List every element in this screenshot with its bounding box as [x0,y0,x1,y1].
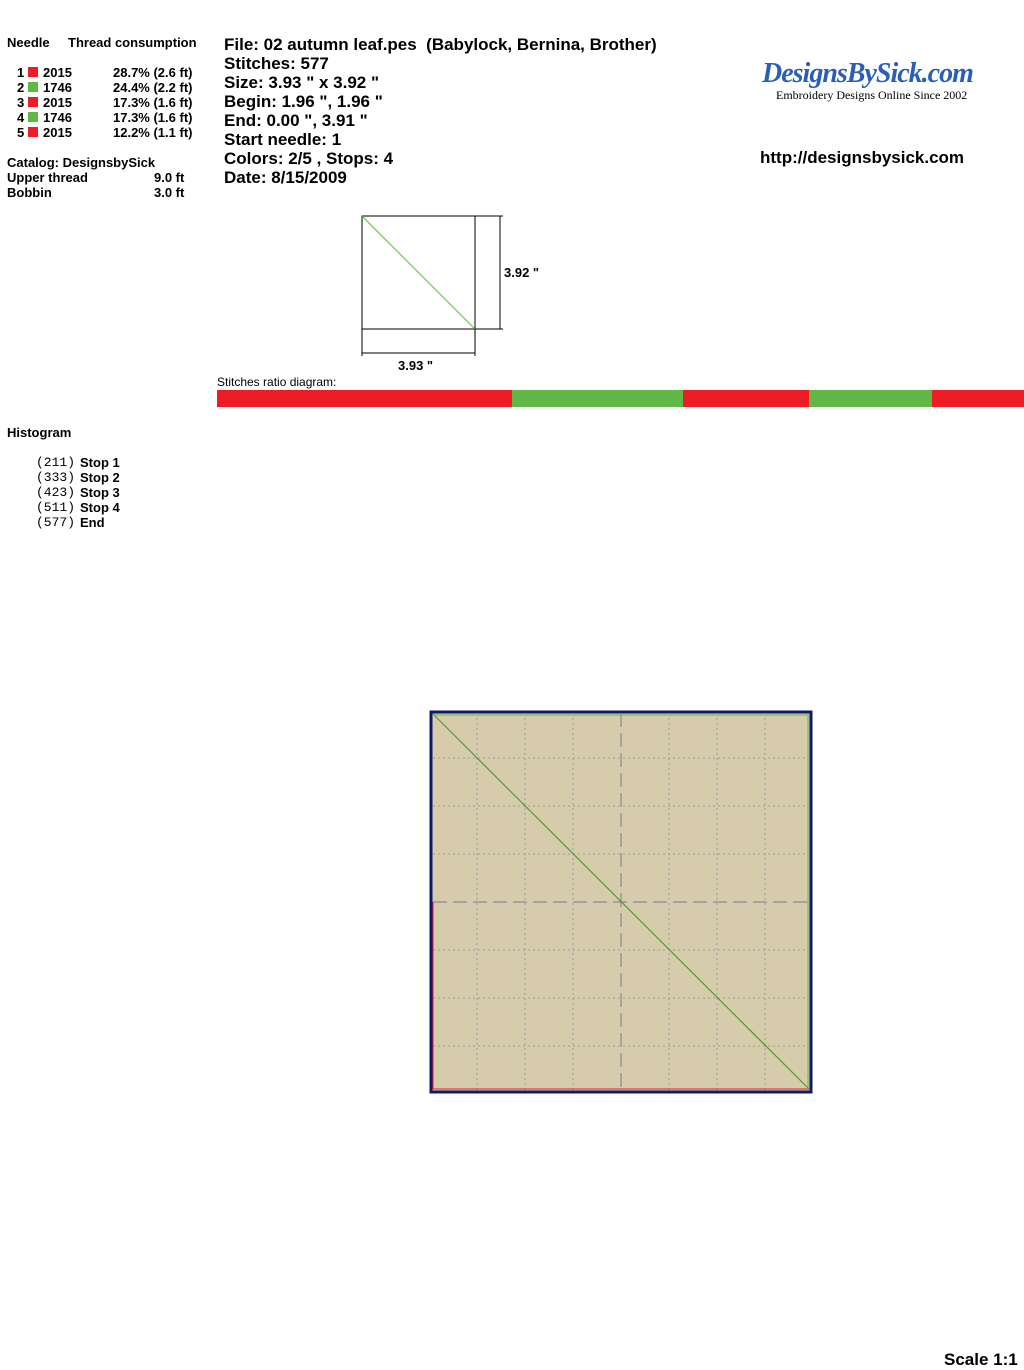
histogram-label: End [80,515,105,530]
histogram-count: (211) [36,455,76,470]
histogram-count: (511) [36,500,76,515]
color-swatch [28,127,38,137]
info-line: Stitches: 577 [224,54,329,73]
ratio-label: Stitches ratio diagram: [217,375,337,389]
total-label: Bobbin [7,185,52,200]
design-info: File: 02 autumn leaf.pes (Babylock, Bern… [224,35,657,187]
color-swatch [28,82,38,92]
thread-code: 2015 [43,65,72,80]
needle-number: 5 [17,125,25,140]
consumption-header: Thread consumption [68,35,197,50]
thread-code: 2015 [43,95,72,110]
scale: Scale 1:1 [944,1350,1018,1369]
ratio-segment [808,390,932,407]
needle-number: 2 [17,80,25,95]
histogram-count: (577) [36,515,76,530]
consumption: 28.7% (2.6 ft) [113,65,193,80]
url[interactable]: http://designsbysick.com [760,148,965,167]
ratio-segment [217,390,513,407]
info-line: Size: 3.93 " x 3.92 " [224,73,380,92]
info-line: End: 0.00 ", 3.91 " [224,111,368,130]
needle-header: Needle [7,35,50,50]
needle-number: 4 [17,110,25,125]
histogram-label: Stop 2 [80,470,120,485]
color-swatch [28,67,38,77]
info-line: Date: 8/15/2009 [224,168,347,187]
height-label: 3.92 " [504,265,540,280]
histogram-label: Stop 1 [80,455,120,470]
logo-tagline: Embroidery Designs Online Since 2002 [776,88,968,102]
thread-code: 2015 [43,125,72,140]
total-value: 9.0 ft [154,170,185,185]
consumption: 24.4% (2.2 ft) [113,80,193,95]
size-diagram [361,215,503,356]
histogram-count: (333) [36,470,76,485]
needle-number: 3 [17,95,25,110]
info-line: Begin: 1.96 ", 1.96 " [224,92,383,111]
ratio-segment [512,390,683,407]
ratio-segment [931,390,1024,407]
consumption: 17.3% (1.6 ft) [113,95,193,110]
thread-code: 1746 [43,80,72,95]
histogram-title: Histogram [7,425,72,440]
total-value: 3.0 ft [154,185,185,200]
histogram-label: Stop 3 [80,485,120,500]
logo-title: DesignsBySick.com [762,58,974,89]
catalog: Catalog: DesignsbySick [7,155,156,170]
info-line: Start needle: 1 [224,130,342,149]
ratio-segment [682,390,809,407]
info-line: Colors: 2/5 , Stops: 4 [224,149,394,168]
info-line: File: 02 autumn leaf.pes (Babylock, Bern… [224,35,657,54]
histogram-count: (423) [36,485,76,500]
histogram-label: Stop 4 [80,500,120,515]
width-label: 3.93 " [398,358,434,373]
color-swatch [28,112,38,122]
color-swatch [28,97,38,107]
design-preview [429,710,813,1094]
thread-code: 1746 [43,110,72,125]
consumption: 12.2% (1.1 ft) [113,125,193,140]
needle-number: 1 [17,65,25,80]
consumption: 17.3% (1.6 ft) [113,110,193,125]
total-label: Upper thread [7,170,88,185]
